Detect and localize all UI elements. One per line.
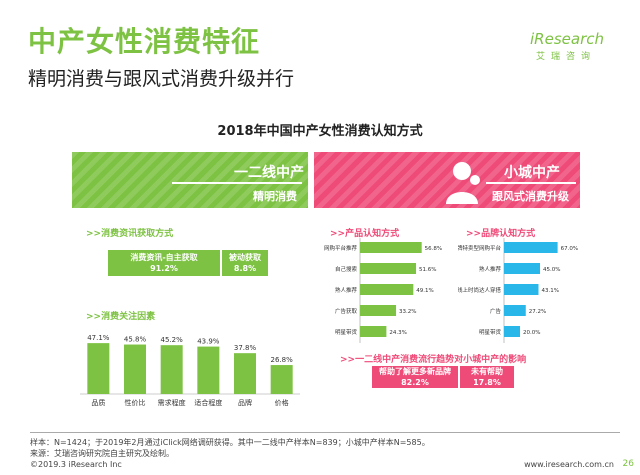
section-product-cognition: >>产品认知方式	[330, 229, 400, 239]
smalltown-panel-name: 小城中产	[504, 165, 560, 181]
hbar-bar	[360, 326, 387, 337]
hbar-category-label: 自己搜索	[335, 265, 358, 273]
hbar-category-label: 广告	[490, 307, 502, 315]
footer-url: www.iresearch.com.cn	[524, 460, 614, 469]
footer-source: 来源：艾瑞咨询研究院自主研究及绘制。	[30, 449, 174, 458]
info-passive-value: 8.8%	[233, 264, 257, 273]
hbar-value-label: 43.1%	[541, 288, 558, 294]
factor-bar	[197, 346, 220, 394]
iresearch-logo-cn: 艾瑞咨询	[535, 52, 596, 62]
hbar-bar	[504, 305, 526, 316]
footer-copyright: ©2019.3 iResearch Inc	[30, 460, 122, 469]
hbar-category-label: 广告获取	[335, 307, 358, 315]
factor-value-label: 43.9%	[197, 338, 220, 346]
hbar-category-label: 品牌特卖型网购平台	[458, 244, 501, 252]
factors-bar-chart: 47.1% 品质 45.8% 性价比 45.2% 需求程度 43.9% 适合程度 37.8% 品牌…	[80, 334, 300, 407]
factor-category-label: 品质	[91, 398, 105, 407]
trend-unhelpful-box: 未有帮助 17.8%	[460, 366, 514, 388]
info-active-value: 91.2%	[150, 264, 178, 273]
tier12-panel-tag: 精明消费	[253, 190, 297, 203]
tier12-panel-name: 一二线中产	[234, 165, 304, 181]
factor-bar	[270, 365, 293, 394]
factor-bar	[124, 344, 146, 394]
page-title: 中产女性消费特征	[28, 25, 261, 58]
section-trend-influence: >>一二线中产消费流行趋势对小城中产的影响	[340, 355, 527, 365]
factor-category-label: 需求程度	[158, 398, 186, 407]
section-info-acquisition: >>消费资讯获取方式	[86, 229, 174, 239]
info-passive-label: 被动获取	[229, 253, 261, 262]
page-number: 26	[622, 459, 634, 469]
section-brand-cognition: >>品牌认知方式	[466, 229, 536, 239]
hbar-value-label: 24.3%	[389, 330, 406, 336]
info-active-box: 消费资讯-自主获取 91.2%	[108, 250, 220, 276]
hbar-category-label: 熟人推荐	[479, 265, 502, 273]
factor-category-label: 品牌	[238, 398, 252, 407]
hbar-bar	[504, 326, 520, 337]
factor-category-label: 价格	[275, 398, 289, 407]
tier12-panel-header: 一二线中产 精明消费	[72, 152, 308, 208]
product-cognition-chart: 网购平台推荐 56.8% 自己搜索 51.6% 熟人推荐 49.1% 广告获取 33.2% 明星…	[324, 238, 442, 343]
trend-helpful-label: 帮助了解更多新品牌	[379, 367, 451, 376]
person-icon	[446, 162, 480, 204]
brand-cognition-chart: 品牌特卖型网购平台 67.0% 熟人推荐 45.0% 线上时尚达人穿搭 43.1% 广告 27…	[458, 238, 578, 343]
hbar-value-label: 27.2%	[529, 309, 546, 315]
trend-unhelpful-label: 未有帮助	[471, 367, 503, 376]
hbar-value-label: 51.6%	[419, 267, 436, 273]
smalltown-panel-tag: 跟风式消费升级	[492, 190, 569, 203]
factor-bar	[160, 345, 183, 394]
section-consumption-factors: >>消费关注因素	[86, 312, 156, 322]
factor-value-label: 47.1%	[87, 334, 110, 342]
hbar-value-label: 67.0%	[561, 246, 578, 252]
footer-divider	[30, 432, 620, 433]
hbar-value-label: 45.0%	[543, 267, 560, 273]
iresearch-logo: iResearch	[530, 30, 604, 48]
factor-bar	[87, 343, 110, 394]
hbar-category-label: 明星带货	[479, 328, 502, 336]
page-subtitle: 精明消费与跟风式消费升级并行	[28, 68, 295, 90]
hbar-bar	[360, 242, 422, 253]
trend-helpful-value: 82.2%	[401, 378, 429, 387]
factor-value-label: 37.8%	[234, 344, 257, 352]
factor-value-label: 45.2%	[161, 336, 184, 344]
factor-category-label: 适合程度	[194, 398, 222, 407]
info-passive-box: 被动获取 8.8%	[222, 250, 268, 276]
hbar-category-label: 熟人推荐	[335, 286, 358, 294]
factor-value-label: 26.8%	[271, 356, 294, 364]
hbar-category-label: 明星带货	[335, 328, 358, 336]
hbar-value-label: 20.0%	[523, 330, 540, 336]
hbar-bar	[360, 263, 417, 274]
factor-value-label: 45.8%	[124, 336, 147, 344]
hbar-value-label: 49.1%	[416, 288, 433, 294]
smalltown-panel-header: 小城中产 跟风式消费升级	[314, 152, 580, 208]
hbar-category-label: 线上时尚达人穿搭	[458, 286, 501, 294]
trend-helpful-box: 帮助了解更多新品牌 82.2%	[372, 366, 458, 388]
smalltown-divider	[486, 182, 576, 184]
hbar-category-label: 网购平台推荐	[324, 244, 358, 252]
hbar-bar	[360, 284, 414, 295]
hbar-value-label: 33.2%	[399, 309, 416, 315]
hbar-bar	[504, 284, 539, 295]
hbar-value-label: 56.8%	[425, 246, 442, 252]
hbar-bar	[504, 242, 558, 253]
hbar-bar	[360, 305, 397, 316]
trend-unhelpful-value: 17.8%	[473, 378, 501, 387]
hbar-bar	[504, 263, 540, 274]
footer-sample: 样本：N=1424；于2019年2月通过iClick网络调研获得。其中一二线中产…	[30, 438, 430, 447]
tier12-divider	[172, 182, 302, 184]
factor-category-label: 性价比	[125, 398, 146, 407]
info-active-label: 消费资讯-自主获取	[130, 253, 198, 262]
chart-title: 2018年中国中产女性消费认知方式	[217, 124, 423, 139]
factor-bar	[234, 353, 256, 394]
